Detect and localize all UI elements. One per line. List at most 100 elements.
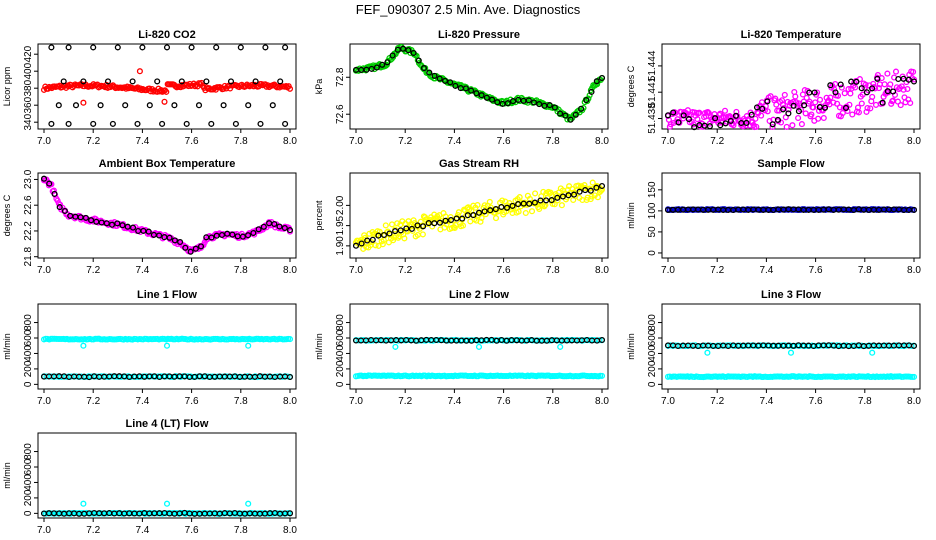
co2-data-point	[227, 78, 235, 85]
co2-data-point	[97, 102, 104, 109]
l2-y-tick-label: 600	[335, 329, 346, 346]
ltemp-data-point	[910, 78, 918, 85]
pressure-data-point	[598, 74, 606, 82]
rh-data-point	[447, 216, 455, 224]
l4-points	[40, 500, 294, 517]
ltemp-data-point	[874, 75, 881, 82]
rh-data-point	[509, 209, 516, 217]
rh-data-point	[526, 200, 533, 207]
ltemp-data-point	[897, 102, 904, 109]
rh-data-point	[382, 222, 389, 229]
ltemp-data-point	[892, 68, 900, 75]
l1-x-tick-label: 7.0	[37, 396, 51, 407]
rh-data-point	[492, 215, 500, 222]
abox-data-point	[229, 231, 236, 238]
ltemp-data-point	[764, 108, 771, 115]
l1-data-point	[286, 336, 294, 343]
rh-data-point	[554, 194, 561, 201]
abox-y-tick-label: 22.6	[23, 195, 34, 215]
ltemp-data-point	[670, 109, 677, 116]
ltemp-data-point	[721, 107, 729, 114]
rh-x-tick-label: 7.4	[447, 265, 461, 276]
ltemp-data-point	[852, 84, 859, 91]
ltemp-data-point	[774, 116, 781, 123]
rh-data-point	[594, 194, 601, 201]
co2-title: Li-820 CO2	[138, 29, 195, 41]
ltemp-data-point	[800, 98, 807, 105]
rh-data-point	[587, 187, 594, 194]
pressure-y-tick-label: 72.6	[335, 104, 346, 124]
pressure-data-point	[546, 102, 553, 109]
co2-data-point	[195, 102, 203, 109]
l1-x-tick-label: 7.8	[234, 396, 248, 407]
ltemp-data-point	[785, 110, 792, 117]
l3-y-tick-label: 800	[647, 314, 658, 331]
abox-y-tick-label: 23.0	[23, 169, 34, 189]
ltemp-data-point	[798, 121, 805, 128]
co2-data-point	[257, 120, 264, 127]
l2-data-point	[598, 372, 606, 379]
rh-data-point	[425, 220, 432, 227]
l1-data-point	[245, 342, 252, 349]
pressure-data-point	[431, 72, 438, 79]
panel-l3: Line 3 Flow 7.0 7.2 7.4 7.6 7.8 8.0 0 2004006008…	[626, 289, 921, 407]
abox-data-point	[208, 234, 215, 241]
co2-data-point	[232, 120, 239, 127]
abox-data-point	[156, 232, 163, 239]
pressure-data-point	[441, 77, 449, 84]
rh-data-point	[598, 182, 606, 190]
rh-data-point	[419, 231, 426, 238]
rh-data-point	[470, 212, 477, 219]
abox-x-tick-label: 7.2	[86, 265, 100, 276]
ltemp-data-point	[774, 107, 781, 114]
co2-data-point	[282, 120, 289, 127]
co2-x-tick-label: 7.2	[86, 136, 100, 147]
rh-data-point	[478, 214, 485, 221]
rh-data-point	[474, 201, 481, 209]
l2-x-tick-label: 7.8	[546, 396, 560, 407]
l3-x-tick-label: 7.4	[759, 396, 773, 407]
abox-data-point	[46, 180, 53, 187]
panel-pressure: Li-820 Pressure 7.0 7.2 7.4 7.6 7.8 8.0 72.6 72.…	[314, 29, 609, 147]
rh-data-point	[390, 237, 397, 244]
abox-data-point	[281, 224, 288, 232]
l4-x-tick-label: 7.8	[234, 525, 248, 536]
rh-data-point	[358, 240, 365, 247]
panel-co2: Li-820 CO2 7.0 7.2 7.4 7.6 7.8 8.0 340360380400…	[2, 29, 297, 147]
l1-x-tick-label: 7.6	[185, 396, 199, 407]
co2-data-point	[282, 44, 289, 51]
rh-data-point	[464, 212, 471, 219]
ltemp-data-point	[706, 123, 713, 130]
sflow-x-tick-label: 7.6	[809, 265, 823, 276]
abox-x-tick-label: 7.0	[37, 265, 51, 276]
abox-data-point	[56, 204, 63, 211]
l1-data-point	[284, 373, 291, 380]
ltemp-data-point	[795, 114, 802, 122]
abox-y-axis-label: degrees C	[2, 194, 12, 236]
l3-x-tick-label: 7.0	[661, 396, 675, 407]
pressure-data-point	[462, 85, 469, 92]
pressure-x-tick-label: 7.0	[349, 136, 363, 147]
ltemp-data-point	[887, 81, 894, 88]
l2-title: Line 2 Flow	[449, 289, 509, 301]
rh-points	[352, 179, 606, 252]
co2-plot-frame	[37, 43, 297, 130]
ltemp-data-point	[841, 90, 848, 97]
ltemp-data-point	[884, 70, 891, 77]
sflow-x-tick-label: 7.4	[759, 265, 773, 276]
l4-data-point	[163, 500, 171, 507]
sflow-y-tick-label: 50	[647, 226, 658, 238]
ltemp-x-tick-label: 7.4	[759, 136, 773, 147]
ltemp-data-point	[802, 110, 809, 117]
pressure-y-axis-label: kPa	[314, 79, 324, 95]
ltemp-data-point	[730, 122, 737, 129]
rh-data-point	[522, 209, 529, 217]
panel-l1: Line 1 Flow 7.0 7.2 7.4 7.6 7.8 8.0 0 2004006008…	[2, 289, 297, 407]
co2-data-point	[286, 85, 294, 92]
co2-x-tick-label: 8.0	[283, 136, 297, 147]
co2-data-point	[258, 80, 265, 88]
co2-data-point	[134, 120, 141, 127]
ltemp-data-point	[795, 108, 802, 115]
abox-data-point	[218, 231, 226, 239]
ltemp-data-point	[875, 85, 882, 92]
